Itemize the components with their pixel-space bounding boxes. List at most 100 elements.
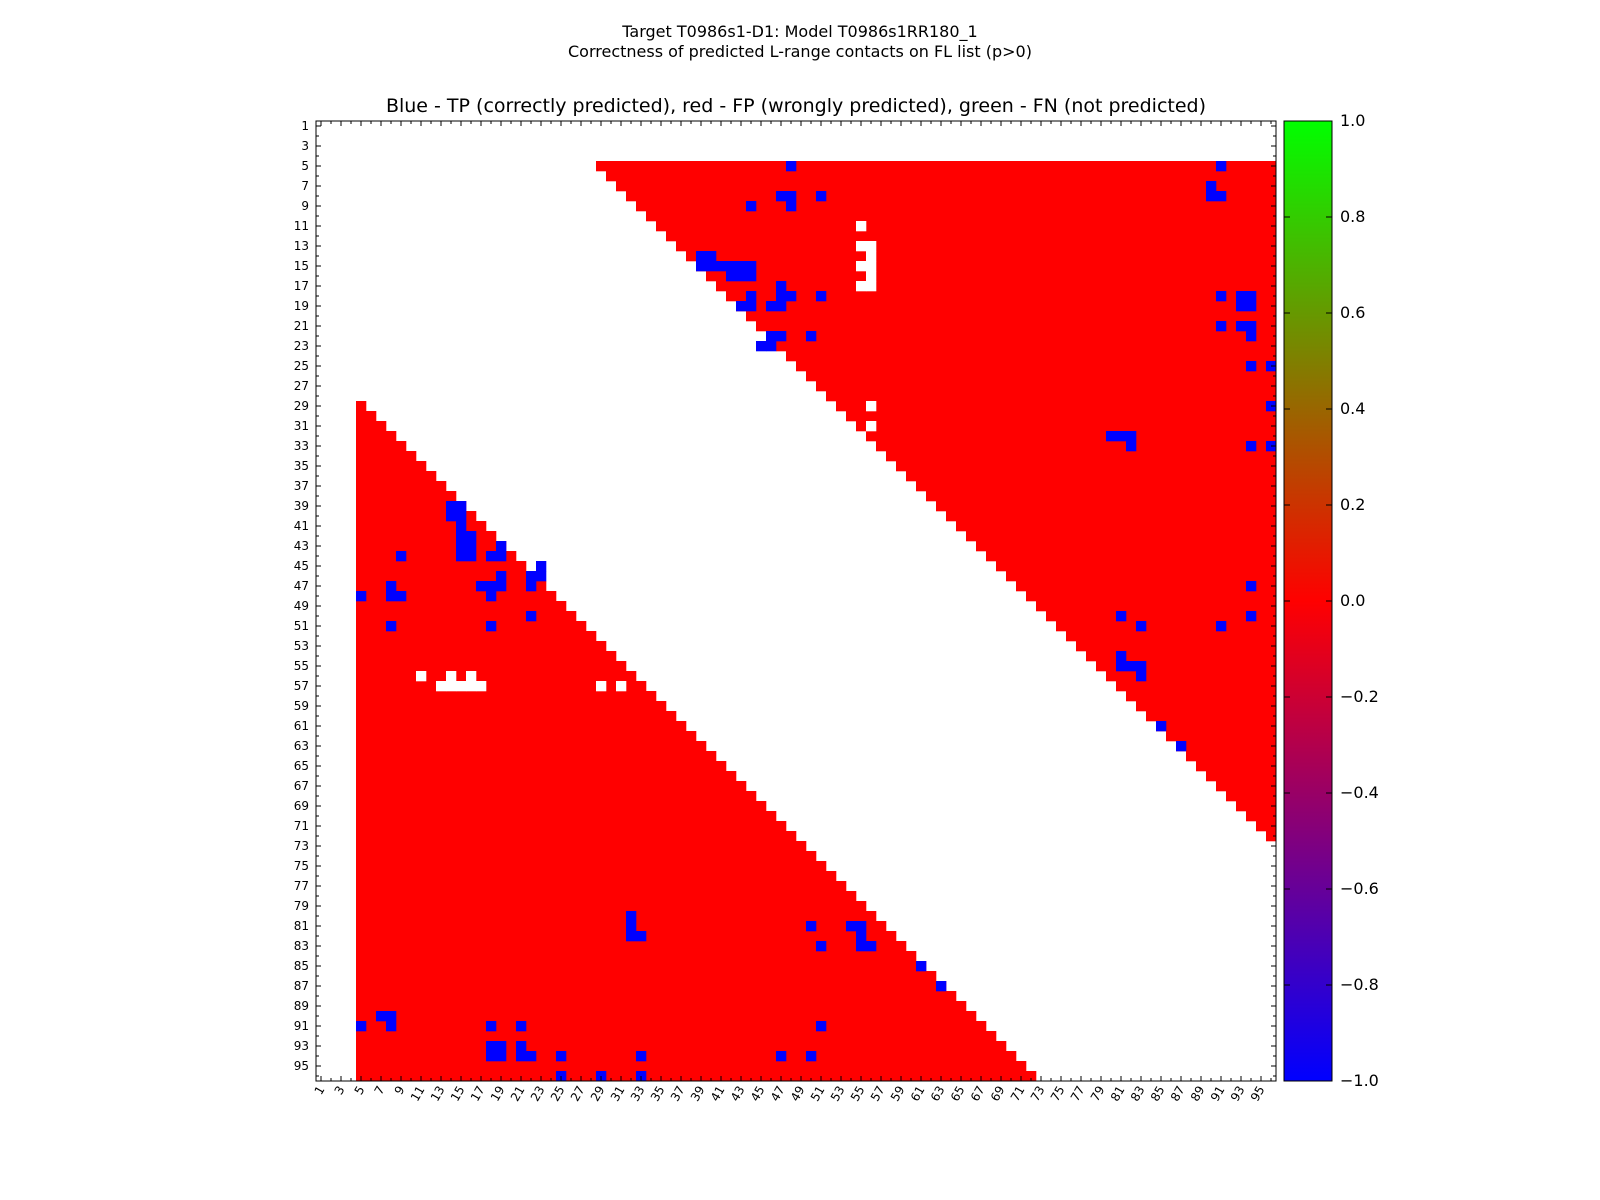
tp-contact-cell xyxy=(446,511,457,522)
fp-region-row-12 xyxy=(666,231,1277,242)
tp-contact-cell xyxy=(636,1051,647,1062)
tp-contact-cell xyxy=(386,1021,397,1032)
colorbar xyxy=(1283,120,1333,1082)
fp-region-row-26 xyxy=(806,371,1277,382)
tp-contact-cell xyxy=(486,1051,497,1062)
x-tick-label: 25 xyxy=(548,1084,568,1104)
tp-contact-cell xyxy=(456,541,467,552)
tp-contact-cell xyxy=(626,931,637,942)
tp-contact-cell xyxy=(726,271,737,282)
tp-contact-cell xyxy=(746,301,757,312)
fp-region-col-41 xyxy=(716,761,727,1082)
fp-region-row-27 xyxy=(816,381,1277,392)
fp-region-row-64 xyxy=(1186,751,1277,762)
x-tick-label: 13 xyxy=(428,1084,448,1104)
fp-region-row-29 xyxy=(836,401,1277,412)
tp-contact-cell xyxy=(1116,431,1127,442)
gap-cell xyxy=(856,241,867,252)
fp-region-row-62 xyxy=(1166,731,1277,742)
fp-region-row-45 xyxy=(996,561,1277,572)
tp-contact-cell xyxy=(486,591,497,602)
x-tick-label: 11 xyxy=(408,1084,428,1104)
gap-cell xyxy=(616,681,627,692)
x-tick-label: 1 xyxy=(312,1084,328,1098)
tp-contact-cell xyxy=(486,1041,497,1052)
y-tick-label: 41 xyxy=(294,519,309,533)
colorbar-tick-label: −0.2 xyxy=(1340,687,1379,706)
x-tick-label: 95 xyxy=(1248,1084,1268,1104)
fp-region-col-21 xyxy=(516,561,527,1082)
x-tick-label: 71 xyxy=(1008,1084,1028,1104)
fp-region-col-47 xyxy=(776,821,787,1082)
x-tick-label: 87 xyxy=(1168,1084,1188,1104)
fp-region-col-44 xyxy=(746,791,757,1082)
x-tick-label: 51 xyxy=(808,1084,828,1104)
tp-contact-cell xyxy=(466,551,477,562)
tp-contact-cell xyxy=(496,571,507,582)
y-tick-label: 33 xyxy=(294,439,309,453)
x-tick-label: 3 xyxy=(332,1084,348,1098)
y-tick-label: 51 xyxy=(294,619,309,633)
fp-region-col-43 xyxy=(736,781,747,1082)
fp-region-col-31 xyxy=(616,661,627,1082)
fp-region-col-5 xyxy=(356,401,367,1082)
x-tick-label: 61 xyxy=(908,1084,928,1104)
fp-region-row-59 xyxy=(1136,701,1277,712)
tp-contact-cell xyxy=(1136,671,1147,682)
y-tick-label: 11 xyxy=(294,219,309,233)
tp-contact-cell xyxy=(1216,161,1227,172)
tp-contact-cell xyxy=(556,1051,567,1062)
tp-contact-cell xyxy=(716,261,727,272)
fp-region-col-24 xyxy=(546,591,557,1082)
colorbar-tick-label: 0.6 xyxy=(1340,303,1365,322)
colorbar-tick-label: −1.0 xyxy=(1340,1071,1379,1090)
fp-region-col-58 xyxy=(886,931,897,1082)
fp-region-row-24 xyxy=(786,351,1277,362)
tp-contact-cell xyxy=(1246,301,1257,312)
x-tick-label: 89 xyxy=(1188,1084,1208,1104)
tp-contact-cell xyxy=(916,961,927,972)
x-tick-label: 91 xyxy=(1208,1084,1228,1104)
gap-cell xyxy=(436,681,447,692)
tp-contact-cell xyxy=(736,261,747,272)
tp-contact-cell xyxy=(486,621,497,632)
fp-region-col-55 xyxy=(856,901,867,1082)
gap-cell xyxy=(866,251,877,262)
x-tick-label: 45 xyxy=(748,1084,768,1104)
tp-contact-cell xyxy=(386,581,397,592)
fp-region-col-56 xyxy=(866,911,877,1082)
gap-cell xyxy=(856,221,867,232)
y-tick-label: 63 xyxy=(294,739,309,753)
fp-region-col-34 xyxy=(646,691,657,1082)
y-tick-label: 87 xyxy=(294,979,309,993)
fp-region-row-42 xyxy=(966,531,1277,542)
tp-contact-cell xyxy=(536,571,547,582)
fp-region-col-65 xyxy=(956,1001,967,1082)
y-tick-label: 17 xyxy=(294,279,309,293)
fp-region-row-28 xyxy=(826,391,1277,402)
tp-contact-cell xyxy=(466,541,477,552)
tp-contact-cell xyxy=(696,251,707,262)
fp-region-col-10 xyxy=(406,451,417,1082)
tp-contact-cell xyxy=(806,1051,817,1062)
tp-contact-cell xyxy=(626,921,637,932)
figure-title-line-2: Correctness of predicted L-range contact… xyxy=(568,42,1032,61)
fp-region-col-67 xyxy=(976,1021,987,1082)
tp-contact-cell xyxy=(776,291,787,302)
fp-region-col-51 xyxy=(816,861,827,1082)
fp-region-row-35 xyxy=(896,461,1277,472)
fp-region-row-46 xyxy=(1006,571,1277,582)
y-tick-label: 15 xyxy=(294,259,309,273)
fp-region-col-16 xyxy=(466,511,477,1082)
tp-contact-cell xyxy=(1246,611,1257,622)
tp-contact-cell xyxy=(456,501,467,512)
tp-contact-cell xyxy=(356,591,367,602)
tp-contact-cell xyxy=(636,931,647,942)
colorbar-tick-label: −0.6 xyxy=(1340,879,1379,898)
tp-contact-cell xyxy=(1116,661,1127,672)
tp-contact-cell xyxy=(526,1051,537,1062)
gap-cell xyxy=(466,681,477,692)
gap-cell xyxy=(446,671,457,682)
tp-contact-cell xyxy=(516,1051,527,1062)
